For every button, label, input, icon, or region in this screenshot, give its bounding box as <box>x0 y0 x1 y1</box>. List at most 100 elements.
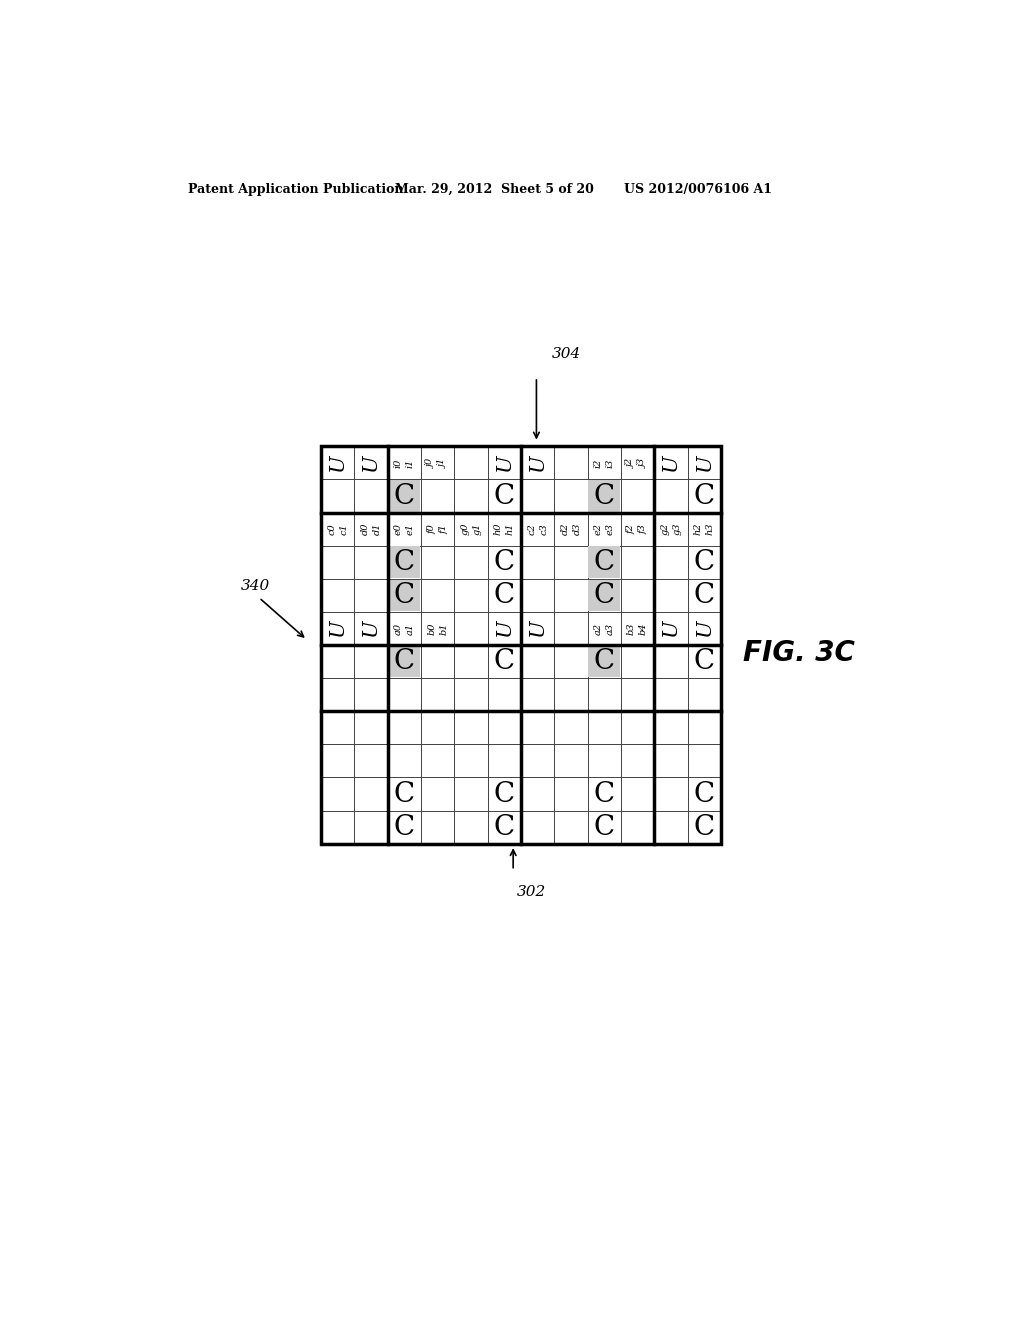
Text: C: C <box>494 549 515 576</box>
Text: C: C <box>393 582 415 609</box>
Bar <box>321 479 354 512</box>
Bar <box>487 777 521 810</box>
Text: d2: d2 <box>560 523 569 536</box>
Bar <box>687 645 721 678</box>
Bar <box>654 512 687 545</box>
Bar <box>687 810 721 843</box>
Bar <box>554 678 588 711</box>
Text: U: U <box>495 454 514 471</box>
Bar <box>554 645 588 678</box>
Bar <box>354 678 388 711</box>
Bar <box>487 678 521 711</box>
Text: e0: e0 <box>394 523 402 535</box>
Bar <box>487 612 521 645</box>
Bar <box>687 578 721 612</box>
Bar <box>521 578 554 612</box>
Bar <box>321 578 354 612</box>
Bar <box>687 744 721 777</box>
Text: i2: i2 <box>594 458 603 467</box>
Bar <box>588 612 621 645</box>
Bar <box>354 512 388 545</box>
Bar <box>321 446 721 843</box>
Bar <box>554 545 588 579</box>
Bar <box>654 545 687 579</box>
Bar <box>521 678 554 711</box>
Text: U: U <box>328 454 347 471</box>
Text: a0: a0 <box>394 623 402 635</box>
Text: b3: b3 <box>627 622 636 635</box>
Bar <box>588 744 621 777</box>
Bar <box>455 446 487 479</box>
Text: c1: c1 <box>339 523 348 535</box>
Bar <box>521 512 554 545</box>
Bar <box>321 678 354 711</box>
Bar <box>654 777 687 810</box>
Text: i1: i1 <box>406 458 415 467</box>
Bar <box>321 612 354 645</box>
Text: C: C <box>494 483 515 510</box>
Bar <box>388 810 421 843</box>
Bar <box>621 777 654 810</box>
Bar <box>455 479 487 512</box>
Bar <box>487 479 521 512</box>
Bar <box>621 711 654 744</box>
Bar <box>321 744 354 777</box>
Bar <box>521 645 554 678</box>
Bar <box>388 711 421 744</box>
Text: C: C <box>494 648 515 675</box>
Bar <box>654 711 687 744</box>
Bar <box>554 777 588 810</box>
Bar <box>521 612 554 645</box>
Bar <box>521 545 554 579</box>
Bar <box>654 645 687 678</box>
Bar <box>621 479 654 512</box>
Bar <box>388 446 421 479</box>
Bar <box>588 678 621 711</box>
Bar <box>354 744 388 777</box>
Bar <box>554 578 588 612</box>
Text: a1: a1 <box>406 623 415 635</box>
Bar <box>588 545 621 579</box>
Bar <box>321 446 354 479</box>
Text: U: U <box>528 619 547 638</box>
Text: b0: b0 <box>427 622 436 635</box>
Text: U: U <box>361 619 381 638</box>
Bar <box>554 446 588 479</box>
Text: C: C <box>393 648 415 675</box>
Text: d3: d3 <box>572 523 582 536</box>
Text: Patent Application Publication: Patent Application Publication <box>188 182 403 195</box>
Text: U: U <box>361 454 381 471</box>
Bar <box>388 777 421 810</box>
Bar <box>321 645 354 678</box>
Text: U: U <box>662 619 680 638</box>
Bar <box>588 446 621 479</box>
Bar <box>455 578 487 612</box>
Text: C: C <box>693 780 715 808</box>
Bar <box>588 479 621 512</box>
Bar <box>621 545 654 579</box>
Bar <box>388 678 421 711</box>
Text: U: U <box>662 454 680 471</box>
Bar <box>487 446 521 479</box>
Bar <box>588 645 621 678</box>
Bar <box>554 612 588 645</box>
Bar <box>621 810 654 843</box>
Text: h2: h2 <box>693 523 702 536</box>
Bar <box>487 810 521 843</box>
Bar <box>388 546 420 578</box>
Bar <box>487 545 521 579</box>
Text: C: C <box>693 582 715 609</box>
Bar <box>354 711 388 744</box>
Bar <box>354 446 388 479</box>
Bar <box>421 512 455 545</box>
Text: f1: f1 <box>439 524 449 535</box>
Text: j0: j0 <box>427 458 436 467</box>
Bar <box>421 545 455 579</box>
Bar <box>321 545 354 579</box>
Bar <box>455 744 487 777</box>
Bar <box>687 446 721 479</box>
Bar <box>687 678 721 711</box>
Text: h0: h0 <box>494 523 503 536</box>
Text: C: C <box>693 549 715 576</box>
Bar <box>654 578 687 612</box>
